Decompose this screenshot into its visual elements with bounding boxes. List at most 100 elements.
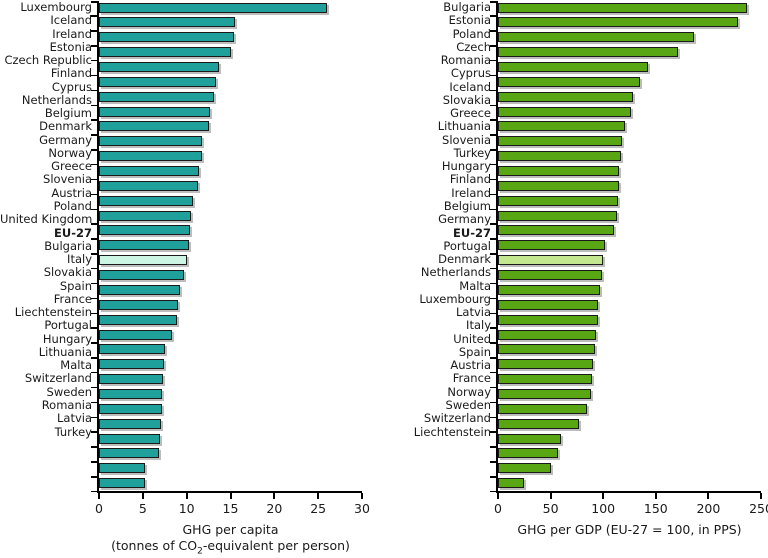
category-label: Iceland bbox=[50, 13, 92, 28]
category-label: Estonia bbox=[448, 13, 491, 28]
category-label: Italy bbox=[67, 252, 92, 267]
x-tick-label: 30 bbox=[354, 501, 370, 517]
bar-row bbox=[490, 210, 761, 226]
bar-row bbox=[490, 225, 761, 241]
bar bbox=[99, 91, 214, 102]
bar bbox=[498, 329, 596, 340]
bar-row bbox=[490, 255, 761, 270]
category-label: Greece bbox=[450, 106, 491, 121]
category-label-highlight: EU-27 bbox=[54, 225, 92, 240]
category-label: Switzerland bbox=[423, 411, 491, 426]
category-label: Bulgaria bbox=[44, 238, 92, 253]
bar-row bbox=[490, 433, 761, 449]
category-label: Slovakia bbox=[442, 92, 491, 107]
category-label: Portugal bbox=[443, 238, 491, 253]
ghg-per-gdp-plot-area: Bulgaria Estonia Poland Czech Romania Cyprus I… bbox=[384, 0, 768, 494]
x-tick-label: 150 bbox=[643, 501, 668, 517]
bar-row bbox=[91, 359, 362, 374]
x-tick bbox=[497, 493, 499, 500]
bar-row bbox=[91, 374, 362, 389]
x-axis-title-line2: (tonnes of CO2-equivalent per person) bbox=[99, 538, 362, 558]
category-label: Romania bbox=[41, 397, 92, 412]
bar bbox=[99, 225, 191, 236]
bar bbox=[498, 210, 617, 221]
category-label: Lithuania bbox=[38, 344, 92, 359]
x-tick bbox=[141, 493, 144, 500]
bar bbox=[498, 180, 619, 191]
bar-row bbox=[91, 255, 362, 270]
x-tick-label: 15 bbox=[222, 501, 239, 517]
bar bbox=[99, 359, 164, 370]
category-label: Netherlands bbox=[21, 92, 92, 107]
bar bbox=[99, 240, 190, 251]
x-tick bbox=[273, 493, 276, 500]
ghg-per-capita-chart: Luxembourg Iceland Ireland Estonia Czech Rep… bbox=[0, 0, 384, 556]
bar bbox=[99, 17, 235, 28]
bar-row bbox=[91, 195, 362, 211]
bar-row bbox=[490, 270, 761, 285]
category-label: Slovenia bbox=[43, 172, 92, 187]
category-label: Turkey bbox=[453, 145, 491, 160]
category-label: Poland bbox=[452, 26, 491, 41]
bar bbox=[99, 403, 163, 414]
category-label: Slovakia bbox=[43, 265, 92, 280]
category-label: Belgium bbox=[44, 106, 92, 121]
bar-row bbox=[91, 240, 362, 255]
bar-row bbox=[91, 136, 362, 151]
category-label: Finland bbox=[50, 66, 92, 81]
category-label: Czech Republic bbox=[4, 53, 92, 68]
x-tick bbox=[361, 493, 363, 500]
bar-row bbox=[490, 463, 761, 478]
bar-row bbox=[91, 388, 362, 404]
bar bbox=[99, 136, 203, 147]
x-tick bbox=[602, 493, 605, 500]
bar bbox=[498, 270, 603, 281]
bar-row bbox=[490, 448, 761, 463]
bar-row bbox=[91, 76, 362, 92]
bar-row bbox=[490, 359, 761, 374]
bar bbox=[498, 240, 606, 251]
bar bbox=[498, 2, 748, 13]
bar bbox=[99, 344, 165, 355]
category-label: Ireland bbox=[52, 26, 92, 41]
bar-row bbox=[490, 374, 761, 389]
x-tick bbox=[707, 493, 710, 500]
bar-row bbox=[490, 47, 761, 62]
bar bbox=[99, 180, 199, 191]
bar-row bbox=[91, 121, 362, 137]
bar-row bbox=[91, 210, 362, 226]
bar-row bbox=[490, 106, 761, 122]
bar bbox=[498, 151, 622, 162]
x-axis-title-line1: GHG per capita bbox=[182, 522, 279, 538]
category-label: Sweden bbox=[445, 397, 491, 412]
category-label: Finland bbox=[449, 172, 491, 187]
bar-row bbox=[490, 314, 761, 330]
category-label: Lithuania bbox=[437, 119, 491, 134]
bar-row bbox=[490, 180, 761, 196]
category-label: United bbox=[453, 331, 491, 346]
x-axis-title-line2-pre: (tonnes of CO bbox=[111, 537, 198, 553]
bar-row bbox=[490, 344, 761, 359]
bar-row bbox=[91, 180, 362, 196]
bar-row bbox=[91, 166, 362, 181]
bar bbox=[498, 374, 592, 385]
category-label: Netherlands bbox=[420, 265, 491, 280]
bar-row bbox=[91, 448, 362, 463]
category-label: Denmark bbox=[39, 119, 92, 134]
y-axis-category-labels: Luxembourg Iceland Ireland Estonia Czech Rep… bbox=[0, 0, 97, 439]
category-label: Poland bbox=[53, 198, 92, 213]
category-label: Belgium bbox=[443, 198, 491, 213]
bar-row bbox=[490, 91, 761, 107]
x-tick-label: 50 bbox=[542, 501, 559, 517]
category-label: Italy bbox=[466, 318, 491, 333]
category-label: Liechtenstein bbox=[413, 424, 491, 439]
bar bbox=[99, 388, 163, 399]
bar bbox=[498, 136, 623, 147]
category-label: Luxembourg bbox=[419, 291, 491, 306]
x-tick bbox=[229, 493, 232, 500]
bar bbox=[498, 121, 626, 132]
bar-row bbox=[490, 388, 761, 404]
bar bbox=[99, 374, 163, 385]
x-axis: 0 5 10 15 20 25 30 bbox=[95, 493, 370, 519]
bar-row bbox=[490, 195, 761, 211]
